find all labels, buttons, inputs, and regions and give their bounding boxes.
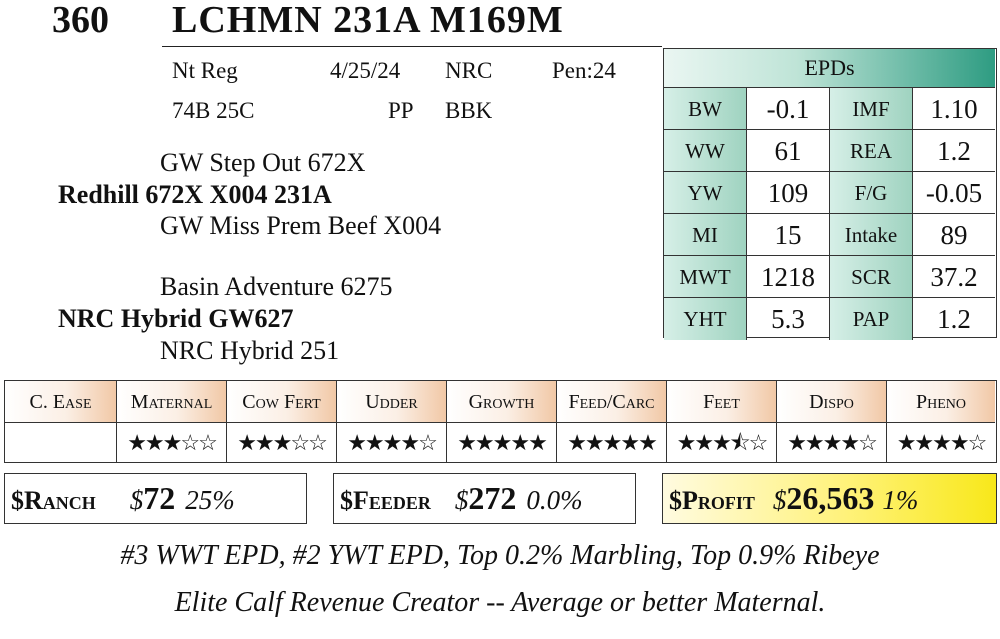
epd-table: EPDs BW -0.1 IMF 1.10 WW 61 REA 1.2 YW 1… <box>663 48 997 340</box>
epd-value: 5.3 <box>747 298 830 340</box>
epd-value: -0.1 <box>747 88 830 130</box>
dam-sire: Basin Adventure 6275 <box>160 272 393 301</box>
epd-value: 1218 <box>747 256 830 298</box>
epd-label: SCR <box>830 256 913 298</box>
rating-stars-calving-ease <box>5 423 117 462</box>
epd-label: WW <box>664 130 747 172</box>
feeder-index-label: $Feeder <box>340 486 431 515</box>
profit-index-label: $Profit <box>669 486 755 515</box>
epd-label: YW <box>664 172 747 214</box>
epd-value: 89 <box>913 214 995 256</box>
profit-index-box: $Profit $26,563 1% <box>662 473 997 524</box>
epd-row: WW 61 REA 1.2 <box>664 130 995 172</box>
epd-label: BW <box>664 88 747 130</box>
epd-row: MI 15 Intake 89 <box>664 214 995 256</box>
profit-currency: $ <box>772 485 787 515</box>
epd-label: YHT <box>664 298 747 340</box>
birth-date: 4/25/24 <box>330 58 401 83</box>
ranch-index-label: $Ranch <box>11 486 96 515</box>
breeder-code: NRC <box>445 58 493 83</box>
rating-stars-dispo: ★★★★☆ <box>777 423 887 462</box>
rating-stars-cow-fert: ★★★☆☆ <box>227 423 337 462</box>
sire-dam: GW Miss Prem Beef X004 <box>160 211 442 240</box>
epd-label: MWT <box>664 256 747 298</box>
rating-header-calving-ease: C. Ease <box>5 381 117 423</box>
epd-label: F/G <box>830 172 913 214</box>
ranch-index-box: $Ranch $72 25% <box>4 473 307 524</box>
sire-sire: GW Step Out 672X <box>160 148 366 177</box>
rating-stars-feed-carc: ★★★★★ <box>557 423 667 462</box>
rating-stars-pheno: ★★★★☆ <box>896 430 988 455</box>
epd-value: -0.05 <box>913 172 995 214</box>
title-divider <box>162 46 662 47</box>
epd-value: 37.2 <box>913 256 995 298</box>
rating-header-maternal: Maternal <box>117 381 227 423</box>
profit-index-value: 26,563 <box>786 480 875 516</box>
rating-header-udder: Udder <box>337 381 447 423</box>
epd-value: 1.2 <box>937 304 971 334</box>
tattoo: 74B 25C <box>172 98 255 123</box>
epd-row: YHT 5.3 PAP 1.2 <box>664 298 995 340</box>
animal-name: LCHMN 231A M169M <box>172 0 564 41</box>
registration: Nt Reg <box>172 58 238 83</box>
feeder-index-percentile: 0.0% <box>526 485 583 515</box>
lot-number: 360 <box>52 0 109 41</box>
feeder-currency: $ <box>454 485 469 515</box>
epd-label: Intake <box>830 214 913 256</box>
color-code: BBK <box>445 98 493 123</box>
epd-row: MWT 1218 SCR 37.2 <box>664 256 995 298</box>
polled-status: PP <box>388 98 414 123</box>
rating-header-pheno: Pheno <box>887 381 995 423</box>
epd-value: 1.2 <box>913 130 995 172</box>
profit-index-percentile: 1% <box>882 485 919 515</box>
epd-value: 61 <box>747 130 830 172</box>
rating-header-feet: Feet <box>667 381 777 423</box>
note-line-1: #3 WWT EPD, #2 YWT EPD, Top 0.2% Marblin… <box>120 540 880 571</box>
epd-value: 15 <box>747 214 830 256</box>
sire: Redhill 672X X004 231A <box>58 180 332 209</box>
ratings-table: C. Ease Maternal Cow Fert Udder Growth F… <box>4 380 997 463</box>
dam-dam: NRC Hybrid 251 <box>160 336 340 365</box>
dam: NRC Hybrid GW627 <box>58 304 294 333</box>
rating-header-feed-carc: Feed/Carc <box>557 381 667 423</box>
epd-row: BW -0.1 IMF 1.10 <box>664 88 995 130</box>
pen-number: Pen:24 <box>552 58 616 83</box>
epd-value: 1.10 <box>913 88 995 130</box>
epd-label: IMF <box>830 88 913 130</box>
rating-header-dispo: Dispo <box>777 381 887 423</box>
rating-stars-feet: ★★★⯪☆ <box>667 423 777 462</box>
epd-title: EPDs <box>664 49 995 88</box>
rating-stars-growth: ★★★★★ <box>447 423 557 462</box>
ranch-currency: $ <box>129 485 144 515</box>
epd-label: MI <box>664 214 747 256</box>
ranch-index-percentile: 25% <box>185 485 235 515</box>
epd-row: YW 109 F/G -0.05 <box>664 172 995 214</box>
epd-label: PAP <box>830 298 913 340</box>
rating-stars-maternal: ★★★☆☆ <box>117 423 227 462</box>
rating-header-cow-fert: Cow Fert <box>227 381 337 423</box>
feeder-index-value: 272 <box>468 480 517 516</box>
rating-stars-udder: ★★★★☆ <box>337 423 447 462</box>
feeder-index-box: $Feeder $272 0.0% <box>333 473 636 524</box>
rating-header-growth: Growth <box>447 381 557 423</box>
note-line-2: Elite Calf Revenue Creator -- Average or… <box>174 587 826 618</box>
epd-value: 109 <box>747 172 830 214</box>
epd-label: REA <box>830 130 913 172</box>
ranch-index-value: 72 <box>143 480 176 516</box>
